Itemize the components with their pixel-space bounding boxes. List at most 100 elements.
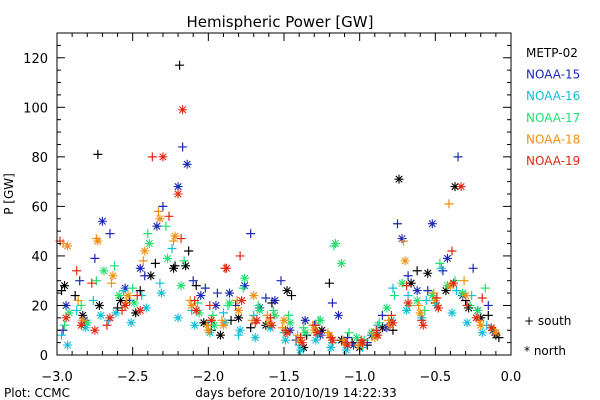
point-noaa-19-south xyxy=(447,246,457,256)
point-metp-02-north xyxy=(181,261,191,271)
x-tick-label: −2.5 xyxy=(117,370,149,385)
point-noaa-15-south xyxy=(140,271,150,281)
point-noaa-19-north xyxy=(105,313,115,323)
point-metp-02-south xyxy=(412,266,422,276)
point-noaa-16-north xyxy=(265,323,275,333)
point-noaa-17-south xyxy=(238,283,248,293)
point-noaa-15-south xyxy=(377,310,387,320)
point-noaa-16-north xyxy=(296,345,306,355)
point-noaa-17-south xyxy=(143,229,153,239)
point-noaa-16-north xyxy=(447,308,457,318)
point-noaa-17-north xyxy=(129,298,139,308)
point-noaa-19-south xyxy=(176,234,186,244)
point-metp-02-north xyxy=(476,313,486,323)
point-metp-02-north xyxy=(78,310,88,320)
point-noaa-16-north xyxy=(141,303,151,313)
point-noaa-18-north xyxy=(415,308,425,318)
point-noaa-15-south xyxy=(483,300,493,310)
point-noaa-15-north xyxy=(182,159,192,169)
point-noaa-15-north xyxy=(97,216,107,226)
point-noaa-19-south xyxy=(117,305,127,315)
point-noaa-15-south xyxy=(423,286,433,296)
point-noaa-19-south xyxy=(402,281,412,291)
point-metp-02-south xyxy=(191,281,201,291)
point-metp-02-south xyxy=(324,278,334,288)
point-noaa-18-south xyxy=(106,278,116,288)
point-noaa-18-north xyxy=(430,296,440,306)
point-noaa-16-north xyxy=(156,288,166,298)
point-noaa-15-north xyxy=(270,296,280,306)
point-noaa-18-north xyxy=(140,246,150,256)
point-noaa-16-north xyxy=(126,318,136,328)
point-metp-02-north xyxy=(131,308,141,318)
point-noaa-15-south xyxy=(188,276,198,286)
point-noaa-15-north xyxy=(152,221,162,231)
point-noaa-15-north xyxy=(225,288,235,298)
point-noaa-19-north xyxy=(358,338,368,348)
x-tick-label: −3.0 xyxy=(41,370,73,385)
point-noaa-19-north xyxy=(403,298,413,308)
point-noaa-17-north xyxy=(382,303,392,313)
point-noaa-16-north xyxy=(96,310,106,320)
plot-credit: Plot: CCMC xyxy=(4,386,70,400)
point-noaa-19-south xyxy=(477,293,487,303)
point-metp-02-south xyxy=(93,149,103,159)
point-metp-02-north xyxy=(60,281,70,291)
point-noaa-19-north xyxy=(312,328,322,338)
point-noaa-17-north xyxy=(99,266,109,276)
point-noaa-17-south xyxy=(389,291,399,301)
point-noaa-19-north xyxy=(456,182,466,192)
point-noaa-15-north xyxy=(397,234,407,244)
point-noaa-15-north xyxy=(61,300,71,310)
point-metp-02-south xyxy=(287,291,297,301)
point-metp-02-north xyxy=(234,313,244,323)
point-noaa-16-south xyxy=(57,330,67,340)
point-noaa-15-south xyxy=(158,201,168,211)
point-noaa-19-north xyxy=(418,320,428,330)
point-metp-02-south xyxy=(57,286,67,296)
point-metp-02-north xyxy=(450,182,460,192)
point-noaa-18-south xyxy=(91,234,101,244)
x-tick-label: −1.0 xyxy=(344,370,376,385)
point-noaa-15-south xyxy=(327,298,337,308)
point-noaa-19-north xyxy=(388,318,398,328)
point-noaa-18-south xyxy=(444,199,454,209)
point-metp-02-north xyxy=(282,286,292,296)
point-noaa-15-north xyxy=(412,286,422,296)
point-noaa-19-south xyxy=(432,293,442,303)
point-noaa-19-north xyxy=(448,278,458,288)
point-noaa-17-north xyxy=(240,273,250,283)
point-noaa-16-north xyxy=(311,335,321,345)
point-noaa-18-north xyxy=(170,231,180,241)
point-metp-02-north xyxy=(423,268,433,278)
point-noaa-19-north xyxy=(173,189,183,199)
point-metp-02-south xyxy=(175,60,185,70)
point-metp-02-north xyxy=(377,323,387,333)
x-tick-label: −1.5 xyxy=(268,370,300,385)
point-noaa-16-south xyxy=(249,310,259,320)
point-metp-02-north xyxy=(94,300,104,310)
point-noaa-15-north xyxy=(135,263,145,273)
point-noaa-19-north xyxy=(471,313,481,323)
point-noaa-19-north xyxy=(90,325,100,335)
legend-entry: METP-02 xyxy=(526,46,578,60)
point-metp-02-south xyxy=(70,291,80,301)
y-tick-label: 80 xyxy=(31,151,48,166)
legend-entry: NOAA-17 xyxy=(526,111,580,125)
point-noaa-16-north xyxy=(402,305,412,315)
point-noaa-17-north xyxy=(337,258,347,268)
point-noaa-17-north xyxy=(176,281,186,291)
x-axis-label: days before 2010/10/19 14:22:33 xyxy=(195,386,396,400)
point-noaa-19-north xyxy=(343,340,353,350)
point-noaa-19-north xyxy=(237,296,247,306)
point-noaa-19-south xyxy=(190,296,200,306)
point-noaa-17-south xyxy=(344,328,354,338)
point-noaa-17-north xyxy=(427,291,437,301)
point-noaa-19-north xyxy=(486,323,496,333)
point-noaa-15-north xyxy=(300,315,310,325)
point-noaa-18-north xyxy=(123,291,133,301)
point-noaa-19-north xyxy=(158,152,168,162)
point-noaa-18-north xyxy=(279,315,289,325)
point-noaa-19-south xyxy=(462,300,472,310)
